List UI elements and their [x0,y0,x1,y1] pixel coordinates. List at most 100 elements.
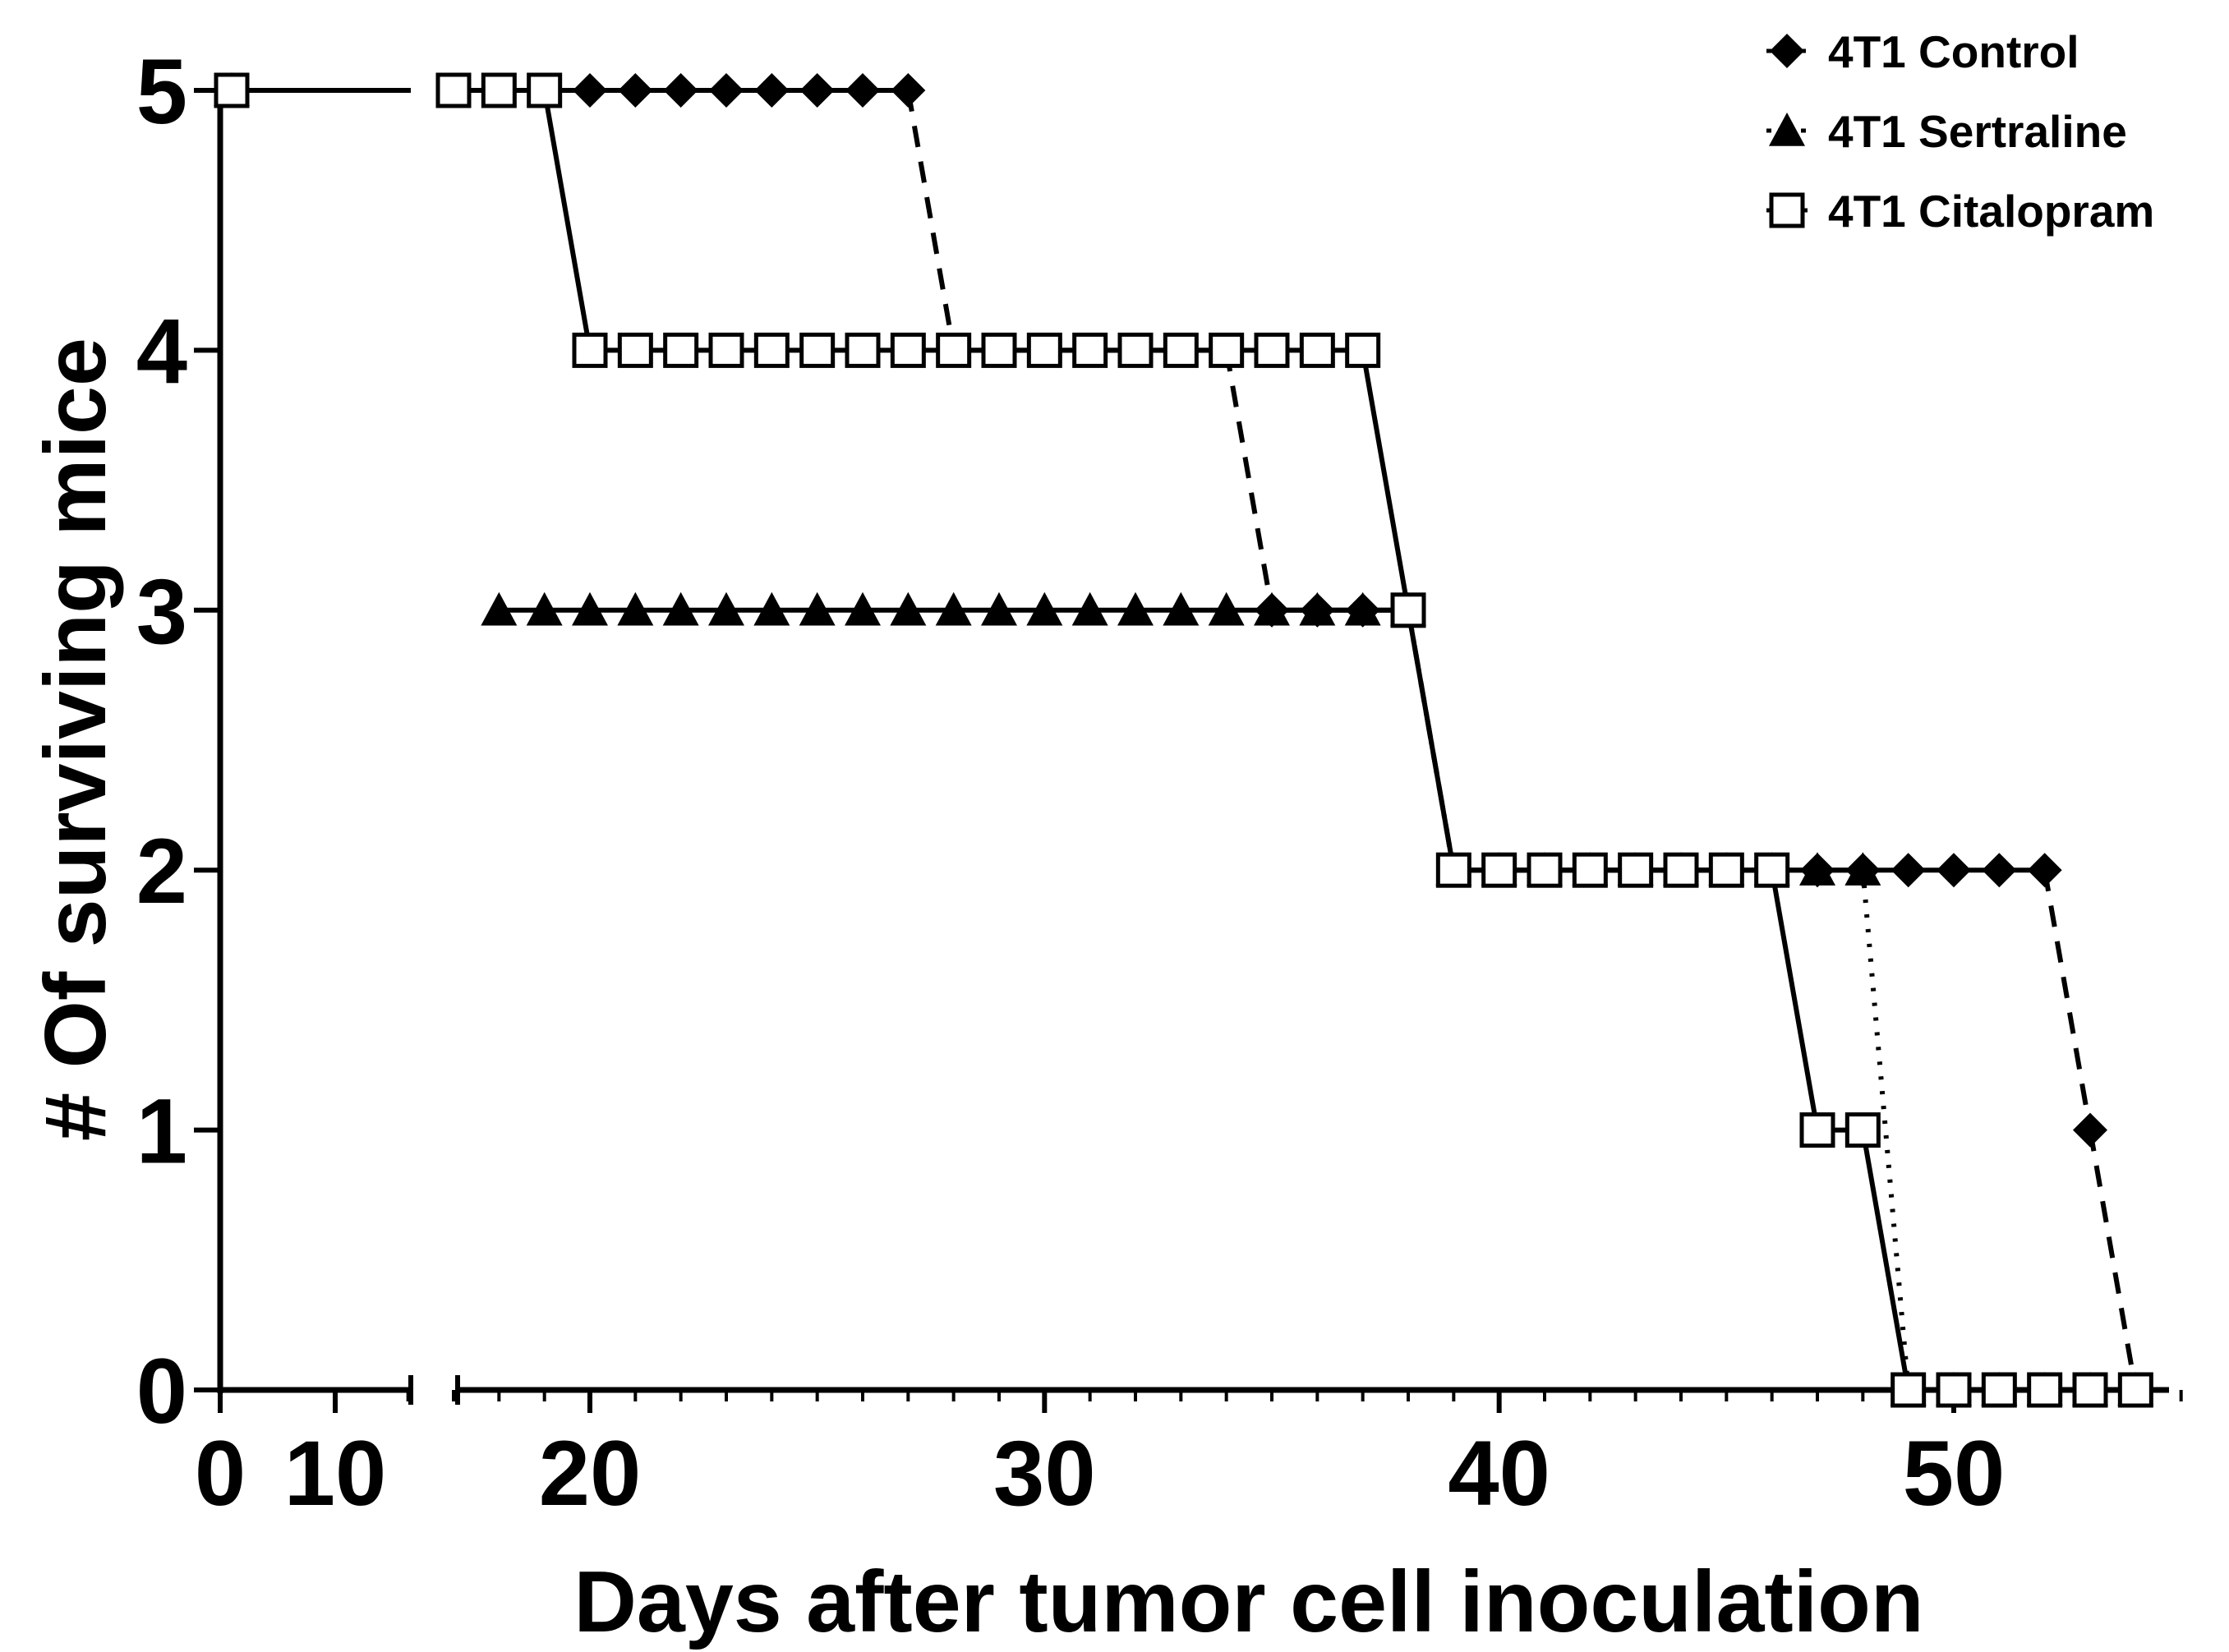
y-tick-label: 0 [136,1340,187,1443]
legend-label: 4T1 Control [1828,26,2079,77]
data-point [2027,1372,2063,1408]
data-point [572,332,608,368]
series-line-segment [905,90,956,351]
data-point [663,332,699,368]
x-tick-label: 40 [1448,1422,1550,1525]
data-point [1982,853,2017,888]
series-line-segment [1223,349,1274,611]
legend-marker [1770,34,1804,68]
y-tick-label: 2 [136,820,187,923]
y-axis-title: # Of surviving mice [27,338,124,1141]
data-point [799,332,836,368]
data-point [890,332,926,368]
data-point [1481,852,1517,888]
legend-marker [1769,113,1805,146]
data-point [618,73,653,108]
data-point [845,591,881,626]
data-point [709,73,744,108]
data-point [662,591,699,626]
data-point [1344,591,1381,626]
series-line-segment [1860,1130,1911,1391]
axes [217,76,2169,1393]
data-point [1618,852,1654,888]
legend-entry: 4T1 Sertraline [1766,106,2127,157]
data-point [1117,591,1154,626]
legend-marker [1769,192,1805,228]
data-point [753,332,790,368]
data-point [1026,591,1063,626]
y-tick-label: 4 [136,300,187,403]
series-line-segment [1406,610,1457,871]
data-point [891,73,926,108]
data-point [1208,591,1245,626]
data-point [617,591,654,626]
data-point [981,332,1017,368]
y-tick-label: 5 [136,40,187,143]
data-point [1299,332,1335,368]
data-point [617,332,653,368]
data-point [1071,591,1108,626]
data-point [1981,1372,2017,1408]
data-point [527,72,563,108]
data-point [435,72,472,108]
data-point [2027,853,2062,888]
series-line-segment [1769,869,1820,1131]
x-tick-label: 10 [284,1422,387,1525]
data-point [1299,591,1336,626]
data-point [708,332,744,368]
series-4t1-citalopram [214,72,2153,1408]
x-tick-label: 20 [539,1422,642,1525]
data-point [1936,1372,1972,1408]
x-tick-label: 50 [1903,1422,2006,1525]
data-point [1663,852,1699,888]
data-point [1844,1112,1881,1148]
y-tick-label: 3 [136,560,187,663]
data-point [935,591,972,626]
data-point [1345,332,1381,368]
data-point [799,73,835,108]
series-4t1-control [214,73,2153,1407]
legend-entry: 4T1 Citalopram [1766,186,2154,237]
x-axis-title: Days after tumor cell inoculation [573,1553,1923,1650]
data-point [1390,592,1426,628]
series-line-segment [1360,349,1411,611]
legend: 4T1 Control 4T1 Sertraline 4T1 Citalopram [1766,26,2154,237]
data-point [1799,1112,1835,1148]
x-tick-label: 0 [195,1422,246,1525]
data-point [481,72,517,108]
data-point [1163,332,1199,368]
data-point [481,591,518,626]
data-point [573,73,607,108]
data-point [708,591,744,626]
data-point [890,591,927,626]
data-point [1844,852,1881,886]
legend-label: 4T1 Sertraline [1828,106,2127,157]
data-point [214,72,250,108]
series-line-segment [2042,869,2093,1131]
data-point [663,73,698,108]
data-point [1026,332,1062,368]
data-point [981,591,1017,626]
data-point [1209,332,1245,368]
data-point [1891,853,1926,888]
series-line-segment [541,90,592,351]
data-point [1254,332,1290,368]
y-tick-label: 1 [136,1080,187,1183]
data-point [754,73,790,108]
data-point [845,332,881,368]
data-point [1072,332,1108,368]
data-point [1937,853,1971,888]
data-point [1572,852,1608,888]
data-point [1754,852,1790,888]
data-point [1799,852,1835,886]
data-point [572,591,608,626]
data-point [2073,1112,2107,1148]
data-point [753,591,790,626]
series [214,72,2154,1408]
x-tick-label: 30 [993,1422,1096,1525]
legend-label: 4T1 Citalopram [1828,186,2154,237]
data-point [1117,332,1154,368]
data-point [1891,1372,1927,1408]
data-point [526,591,563,626]
